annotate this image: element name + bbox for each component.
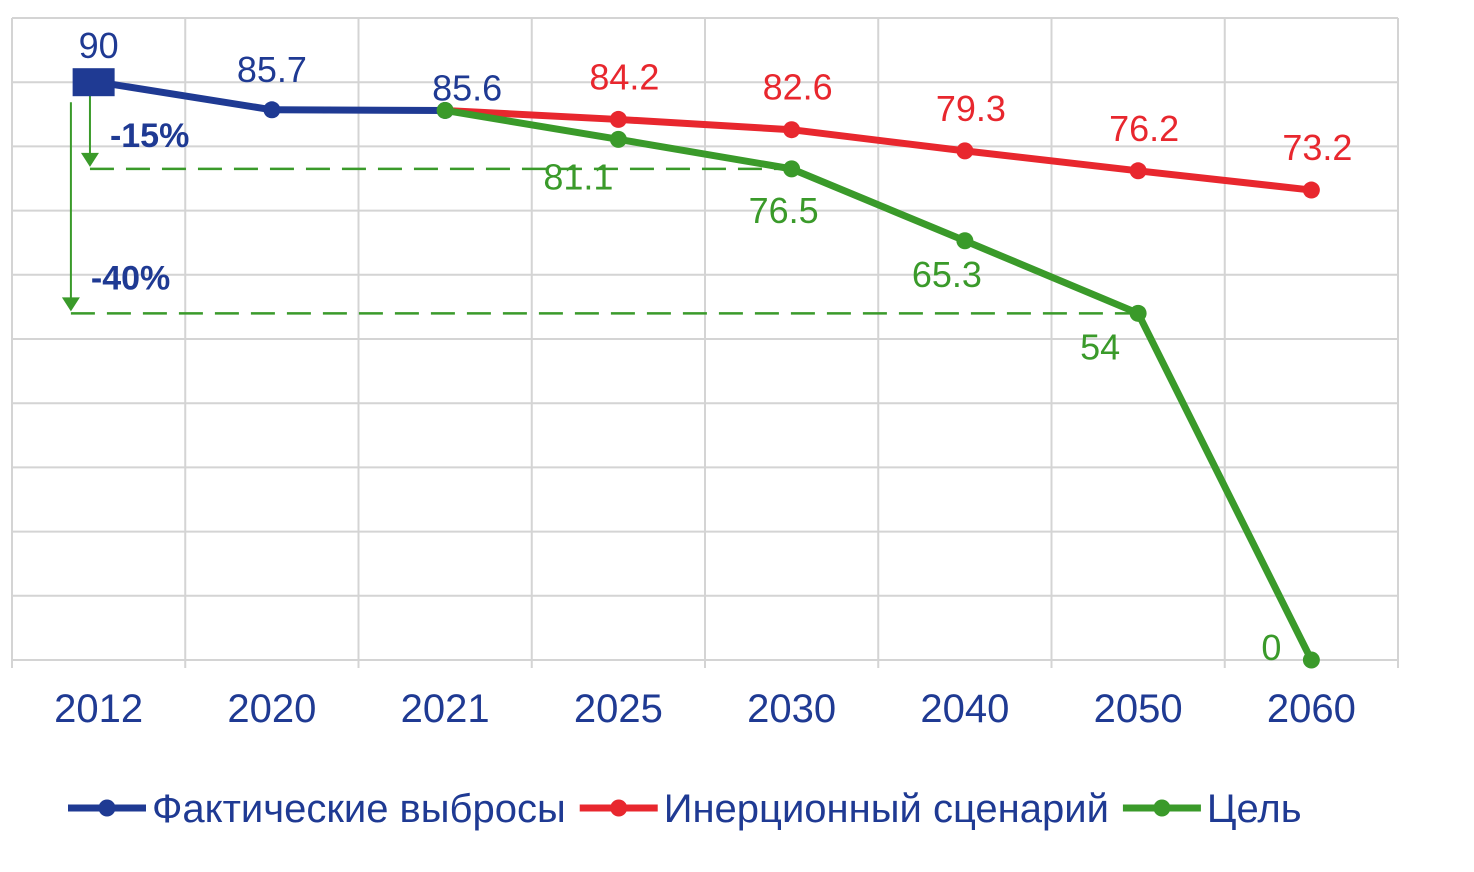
x-tick-label: 2060 <box>1267 687 1356 731</box>
data-label: 82.6 <box>763 67 833 108</box>
data-label: 85.7 <box>237 49 307 90</box>
legend-label: Цель <box>1207 787 1302 831</box>
series-marker <box>436 101 454 119</box>
series-marker <box>72 68 115 97</box>
legend-swatch-marker <box>1153 799 1171 817</box>
data-label: 0 <box>1261 627 1281 668</box>
legend-item: Фактические выбросы <box>68 787 566 831</box>
legend-swatch-marker <box>610 799 628 817</box>
series-marker <box>783 121 801 139</box>
x-axis-ticks: 2012 2020 2021 2025 2030 2040 2050 2060 <box>54 687 1356 731</box>
data-label: 84.2 <box>589 56 659 97</box>
legend: Фактические выбросы Инерционный сценарий Ц… <box>68 787 1302 831</box>
legend-item: Цель <box>1122 787 1302 831</box>
series-marker <box>1302 651 1320 669</box>
data-label: 81.1 <box>543 156 613 197</box>
data-label: 79.3 <box>936 88 1006 129</box>
data-label: 90 <box>79 25 119 66</box>
legend-swatch-marker <box>98 799 116 817</box>
series-marker <box>263 101 281 119</box>
series-marker <box>609 130 627 148</box>
reduction-annotations: -15% -40% <box>61 92 1139 315</box>
series-marker <box>609 110 627 128</box>
series-1: 90 85.7 85.6 <box>72 25 502 119</box>
x-tick-label: 2020 <box>227 687 316 731</box>
x-tick-label: 2030 <box>747 687 836 731</box>
grid-lines <box>11 17 1399 668</box>
x-tick-label: 2012 <box>54 687 143 731</box>
series-marker <box>783 160 801 178</box>
data-label: 73.2 <box>1282 127 1352 168</box>
x-tick-label: 2025 <box>574 687 663 731</box>
series-marker <box>956 232 974 250</box>
annotation-arrow-head <box>61 297 80 312</box>
x-tick-label: 2040 <box>920 687 1009 731</box>
series-lines: 90 85.7 85.6 84.2 82.6 79.3 76.2 73.2 81.1 76.5 65… <box>72 25 1352 669</box>
annotation-label: -15% <box>110 117 189 155</box>
annotation-label: -40% <box>91 259 170 297</box>
data-label: 85.6 <box>432 67 502 108</box>
series-marker <box>1302 181 1320 199</box>
annotation-arrow-head <box>80 152 99 167</box>
legend-label: Фактические выбросы <box>152 787 566 831</box>
series-3: 81.1 76.5 65.3 54 0 <box>436 101 1320 669</box>
legend-item: Инерционный сценарий <box>579 787 1109 831</box>
legend-label: Инерционный сценарий <box>664 787 1109 831</box>
x-tick-label: 2050 <box>1094 687 1183 731</box>
series-line <box>444 106 1312 194</box>
series-marker <box>1129 304 1147 322</box>
data-label: 54 <box>1080 326 1120 367</box>
data-label: 76.5 <box>749 190 819 231</box>
x-tick-label: 2021 <box>401 687 490 731</box>
series-2: 84.2 82.6 79.3 76.2 73.2 <box>444 56 1352 199</box>
data-label: 65.3 <box>912 254 982 295</box>
series-marker <box>956 142 974 160</box>
series-marker <box>1129 162 1147 180</box>
data-label: 76.2 <box>1109 108 1179 149</box>
series-line <box>444 106 1315 662</box>
